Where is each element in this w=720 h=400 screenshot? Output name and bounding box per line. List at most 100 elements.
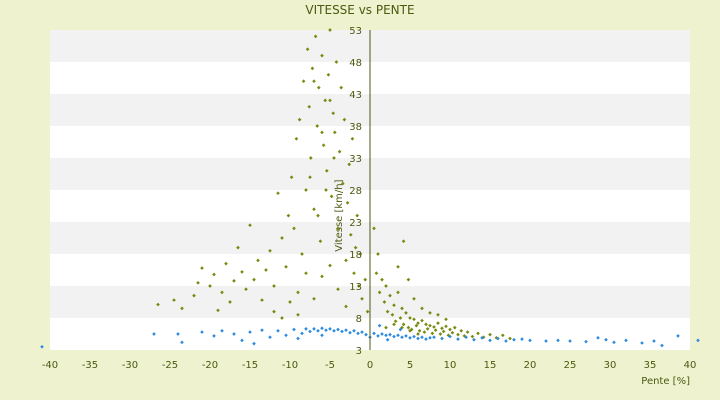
data-point-vitesse [459, 328, 464, 333]
data-point-vitesse [208, 284, 212, 288]
data-point-vitesse [374, 271, 379, 276]
data-point-vitesse [320, 130, 324, 135]
data-point-baseline [512, 337, 516, 342]
data-point-vitesse [392, 303, 396, 308]
data-point-vitesse [422, 330, 427, 334]
data-point-vitesse [398, 316, 403, 320]
data-point-vitesse [331, 111, 336, 116]
data-point-vitesse [428, 323, 432, 328]
y-tick-label: 28 [349, 186, 362, 197]
data-point-baseline [556, 338, 560, 343]
data-point-vitesse [438, 332, 443, 336]
data-point-vitesse [452, 325, 457, 330]
data-point-vitesse [288, 300, 292, 304]
data-point-baseline [408, 336, 412, 340]
data-point-vitesse [356, 284, 361, 288]
data-point-vitesse [344, 304, 348, 309]
data-point-vitesse [292, 226, 296, 231]
data-point-vitesse [350, 136, 355, 141]
data-point-vitesse [264, 268, 268, 272]
data-point-baseline [640, 341, 644, 345]
data-point-baseline [308, 329, 312, 334]
data-point-baseline [456, 337, 460, 341]
data-point-vitesse [404, 311, 408, 315]
data-point-baseline [652, 339, 656, 343]
x-tick-label: -25 [162, 360, 178, 371]
x-tick-label: 15 [484, 360, 497, 371]
data-point-vitesse [156, 302, 160, 307]
data-point-baseline [292, 327, 296, 332]
data-point-baseline [304, 327, 308, 331]
data-point-vitesse [180, 306, 184, 311]
data-point-baseline [584, 339, 588, 344]
data-point-baseline [212, 334, 216, 338]
data-point-baseline [332, 328, 336, 333]
data-point-vitesse [436, 312, 440, 317]
data-point-vitesse [192, 293, 196, 298]
x-ticks: -40 -35 -30 -25 -20 -15 -10 -5 0 5 10 15 20 25 30 35 40 [42, 360, 697, 371]
data-point-baseline [276, 328, 280, 333]
data-point-baseline [312, 327, 316, 331]
data-point-vitesse [414, 323, 419, 328]
data-point-baseline [200, 330, 204, 334]
data-point-vitesse [382, 300, 387, 304]
data-point-vitesse [315, 124, 320, 128]
data-point-baseline [544, 339, 548, 343]
data-point-baseline [344, 328, 348, 332]
data-point-vitesse [172, 298, 176, 302]
data-point-vitesse [340, 181, 345, 186]
data-point-baseline [260, 328, 264, 332]
x-tick-label: -15 [242, 360, 258, 371]
data-point-baseline [320, 333, 324, 338]
data-point-vitesse [353, 245, 358, 250]
data-point-baseline [356, 331, 360, 336]
data-point-vitesse [441, 329, 446, 334]
y-axis-label: Vitesse [km/h] [334, 179, 345, 251]
data-point-vitesse [363, 277, 368, 282]
data-point-baseline [176, 332, 180, 336]
data-point-vitesse [358, 252, 363, 256]
data-point-vitesse [406, 325, 411, 330]
data-point-vitesse [448, 327, 452, 332]
x-tick-label: 40 [684, 360, 697, 371]
data-point-baseline [624, 338, 628, 343]
data-point-baseline [400, 335, 404, 340]
data-point-vitesse [220, 290, 224, 295]
data-point-vitesse [456, 332, 460, 337]
data-point-vitesse [500, 333, 505, 338]
x-tick-label: 0 [367, 360, 373, 371]
data-point-vitesse [318, 239, 323, 244]
data-point-vitesse [212, 272, 216, 277]
y-tick-label: 33 [349, 154, 362, 165]
data-point-baseline [504, 339, 508, 343]
data-point-baseline [232, 332, 236, 336]
data-point-baseline [480, 336, 484, 340]
data-point-vitesse [321, 143, 326, 148]
data-point-vitesse [384, 284, 388, 288]
data-point-baseline [412, 334, 416, 339]
data-point-baseline [380, 332, 384, 336]
data-point-baseline [568, 339, 572, 343]
data-point-baseline [488, 338, 492, 343]
data-point-baseline [392, 334, 396, 339]
data-point-vitesse [416, 321, 420, 325]
data-point-baseline [676, 334, 680, 338]
data-point-vitesse [345, 200, 350, 205]
y-tick-label: 48 [349, 58, 362, 69]
data-point-vitesse [280, 316, 284, 320]
data-point-vitesse [336, 226, 340, 231]
data-point-vitesse [248, 223, 252, 228]
data-point-vitesse [401, 322, 406, 327]
y-tick-label: 38 [349, 122, 362, 133]
data-point-baseline [220, 328, 224, 333]
data-point-vitesse [396, 264, 400, 269]
data-point-vitesse [240, 270, 244, 274]
data-point-vitesse [297, 117, 302, 122]
data-point-baseline [496, 336, 500, 341]
x-tick-label: 35 [644, 360, 657, 371]
data-point-vitesse [360, 296, 364, 301]
data-point-baseline [596, 336, 600, 340]
data-point-vitesse [289, 175, 294, 180]
data-point-vitesse [412, 317, 416, 322]
